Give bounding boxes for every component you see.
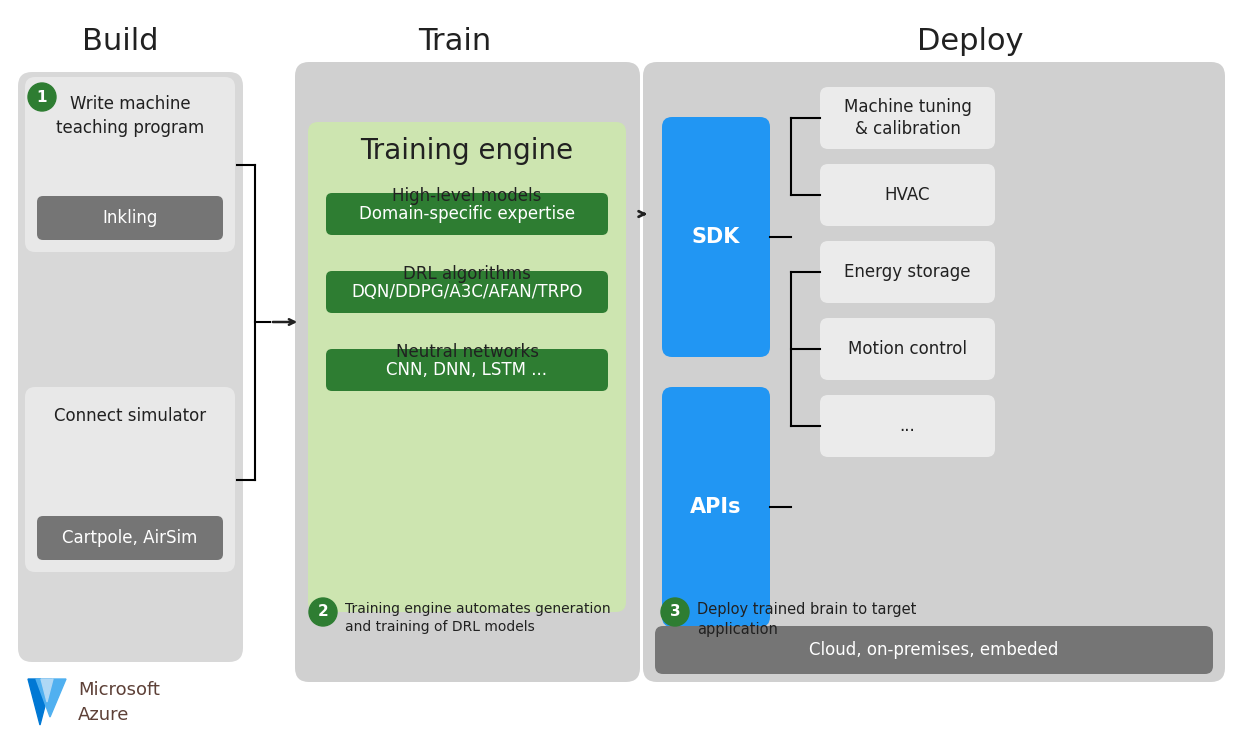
FancyBboxPatch shape bbox=[25, 77, 235, 252]
Text: Write machine
teaching program: Write machine teaching program bbox=[56, 95, 204, 137]
Text: APIs: APIs bbox=[691, 497, 742, 517]
Text: Machine tuning
& calibration: Machine tuning & calibration bbox=[843, 98, 972, 138]
Text: CNN, DNN, LSTM ...: CNN, DNN, LSTM ... bbox=[386, 361, 547, 379]
FancyBboxPatch shape bbox=[19, 72, 243, 662]
Text: HVAC: HVAC bbox=[885, 186, 930, 204]
Text: 3: 3 bbox=[670, 604, 681, 619]
Text: Energy storage: Energy storage bbox=[844, 263, 971, 281]
FancyBboxPatch shape bbox=[25, 387, 235, 572]
Text: Cloud, on-premises, embeded: Cloud, on-premises, embeded bbox=[810, 641, 1058, 659]
Text: Inkling: Inkling bbox=[103, 209, 157, 227]
Text: Domain-specific expertise: Domain-specific expertise bbox=[359, 205, 576, 223]
Text: ...: ... bbox=[900, 417, 915, 435]
Text: Connect simulator: Connect simulator bbox=[54, 407, 206, 425]
Text: 2: 2 bbox=[318, 604, 328, 619]
FancyBboxPatch shape bbox=[820, 395, 995, 457]
FancyBboxPatch shape bbox=[820, 318, 995, 380]
Text: Neutral networks: Neutral networks bbox=[395, 343, 539, 361]
Text: Deploy trained brain to target
application: Deploy trained brain to target applicati… bbox=[697, 602, 916, 636]
Text: Cartpole, AirSim: Cartpole, AirSim bbox=[62, 529, 198, 547]
Text: Training engine: Training engine bbox=[360, 137, 573, 165]
Text: DRL algorithms: DRL algorithms bbox=[404, 265, 531, 283]
Polygon shape bbox=[28, 679, 52, 725]
Polygon shape bbox=[36, 679, 66, 717]
FancyBboxPatch shape bbox=[662, 117, 770, 357]
FancyBboxPatch shape bbox=[820, 87, 995, 149]
Polygon shape bbox=[41, 679, 53, 702]
Text: SDK: SDK bbox=[692, 227, 740, 247]
Text: Training engine automates generation
and training of DRL models: Training engine automates generation and… bbox=[345, 602, 610, 634]
FancyBboxPatch shape bbox=[326, 349, 608, 391]
Text: Train: Train bbox=[418, 27, 491, 56]
FancyBboxPatch shape bbox=[820, 241, 995, 303]
Text: 1: 1 bbox=[37, 90, 47, 105]
FancyBboxPatch shape bbox=[37, 516, 223, 560]
FancyBboxPatch shape bbox=[820, 164, 995, 226]
FancyBboxPatch shape bbox=[662, 387, 770, 627]
FancyBboxPatch shape bbox=[295, 62, 640, 682]
Text: DQN/DDPG/A3C/AFAN/TRPO: DQN/DDPG/A3C/AFAN/TRPO bbox=[352, 283, 583, 301]
FancyBboxPatch shape bbox=[655, 626, 1213, 674]
FancyBboxPatch shape bbox=[643, 62, 1224, 682]
Text: Microsoft
Azure: Microsoft Azure bbox=[78, 681, 160, 724]
Text: Deploy: Deploy bbox=[917, 27, 1024, 56]
Text: Motion control: Motion control bbox=[848, 340, 967, 358]
FancyBboxPatch shape bbox=[308, 122, 626, 612]
Text: High-level models: High-level models bbox=[392, 187, 542, 205]
Text: Build: Build bbox=[82, 27, 158, 56]
FancyBboxPatch shape bbox=[326, 271, 608, 313]
FancyBboxPatch shape bbox=[37, 196, 223, 240]
Circle shape bbox=[28, 83, 56, 111]
FancyBboxPatch shape bbox=[326, 193, 608, 235]
Circle shape bbox=[661, 598, 690, 626]
Circle shape bbox=[310, 598, 337, 626]
